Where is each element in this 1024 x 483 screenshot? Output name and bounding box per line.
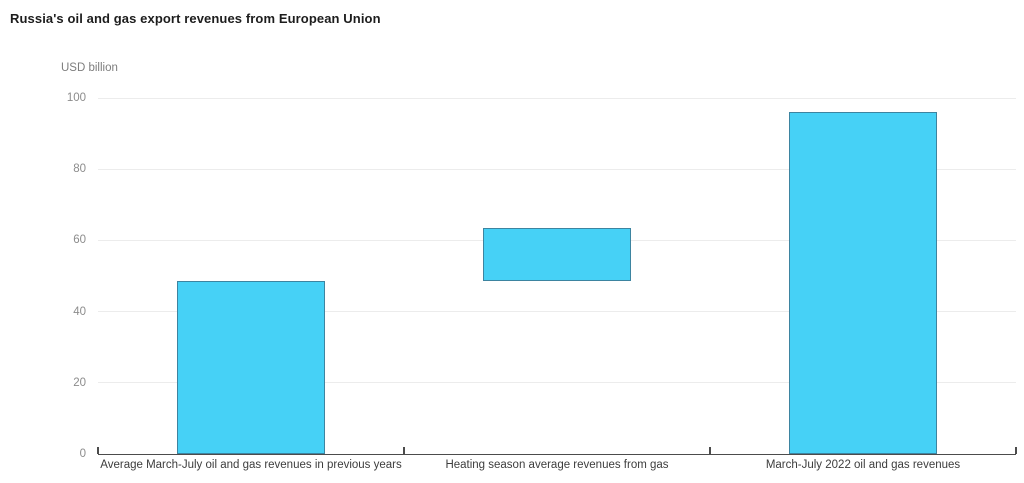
y-tick-label: 40	[73, 305, 86, 318]
y-axis-unit-label: USD billion	[61, 62, 118, 74]
x-axis-tick	[1015, 447, 1017, 454]
y-gridline	[98, 168, 1016, 170]
y-gridline	[98, 382, 1016, 384]
x-axis-tick	[403, 447, 405, 454]
y-tick-label: 80	[73, 163, 86, 176]
bar-3	[789, 112, 937, 454]
y-tick-label: 20	[73, 376, 86, 389]
plot-area: 0 20 40 60 80 100	[67, 92, 1017, 460]
x-axis-tick	[97, 447, 99, 454]
bar-1	[177, 281, 325, 454]
category-label: Average March-July oil and gas revenues …	[100, 459, 402, 471]
bar-2	[483, 227, 631, 282]
x-axis-tick	[709, 447, 711, 454]
y-tick-label: 100	[66, 92, 86, 104]
y-gridline	[98, 97, 1016, 99]
x-axis-category-labels: Average March-July oil and gas revenues …	[98, 459, 1016, 471]
y-gridline	[98, 311, 1016, 313]
y-tick-label: 0	[79, 448, 86, 460]
y-tick-label: 60	[73, 234, 86, 247]
x-axis-line	[98, 453, 1016, 455]
category-label: March-July 2022 oil and gas revenues	[765, 459, 961, 471]
chart-title: Russia's oil and gas export revenues fro…	[10, 11, 381, 26]
category-label: Heating season average revenues from gas	[445, 459, 669, 471]
